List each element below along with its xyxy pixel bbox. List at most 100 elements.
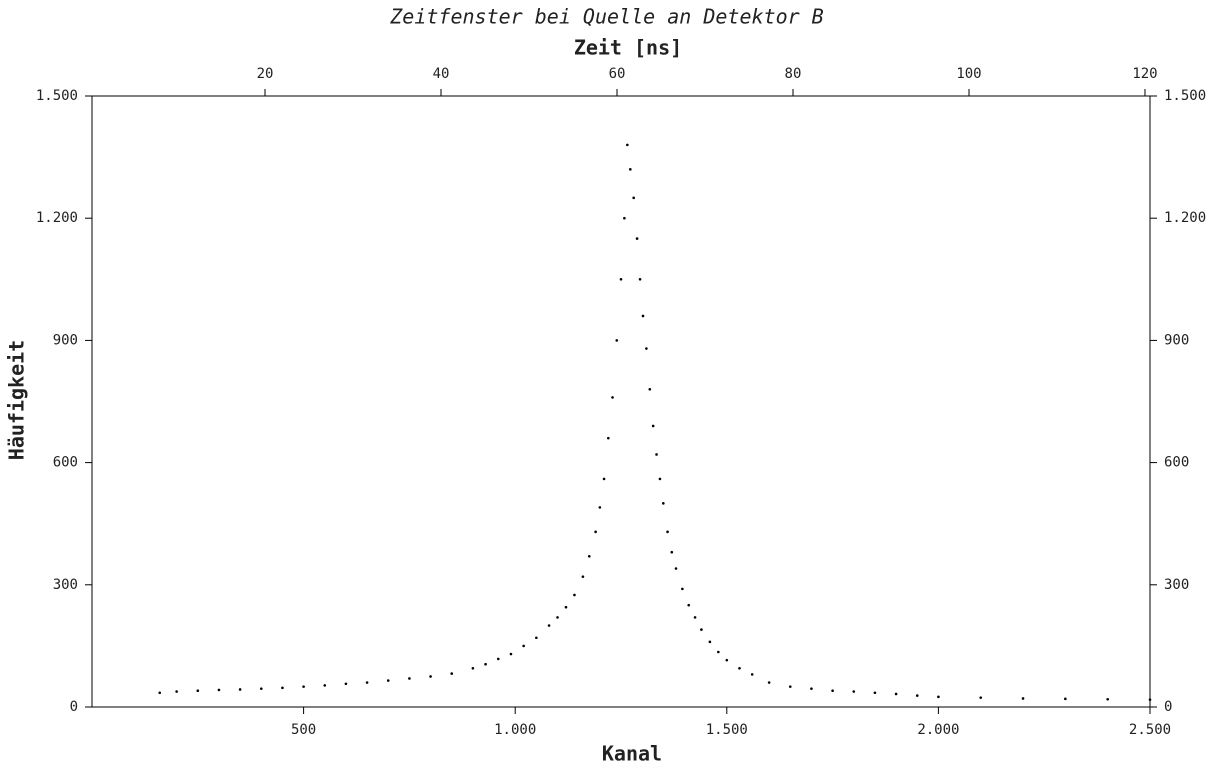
x-tick-label: 500 xyxy=(291,722,316,738)
plot-frame xyxy=(91,95,1151,708)
point xyxy=(674,567,678,570)
y2-tick-label: 1.200 xyxy=(1164,210,1206,226)
point xyxy=(302,685,305,688)
point xyxy=(1064,697,1067,701)
x-tick-label: 2.000 xyxy=(917,722,959,738)
point xyxy=(509,652,513,656)
point xyxy=(429,675,432,678)
point xyxy=(496,657,500,661)
point xyxy=(238,688,242,691)
point xyxy=(594,530,597,534)
x2-tick-label: 80 xyxy=(785,66,802,82)
x2-tick-label: 100 xyxy=(956,66,981,82)
point xyxy=(873,691,877,695)
point xyxy=(937,695,940,699)
y-tick-label: 300 xyxy=(53,577,78,593)
y-tick-label: 1.200 xyxy=(36,210,78,226)
point xyxy=(725,658,729,662)
point xyxy=(717,650,720,654)
point xyxy=(810,687,813,690)
point xyxy=(641,314,645,318)
point xyxy=(651,424,655,428)
point xyxy=(607,436,610,440)
point xyxy=(619,278,623,281)
point xyxy=(175,690,178,693)
point xyxy=(522,644,525,648)
x2-tick-label: 20 xyxy=(257,66,274,82)
point xyxy=(1148,698,1152,701)
point xyxy=(547,624,551,627)
point xyxy=(217,688,221,692)
point xyxy=(615,339,619,342)
point xyxy=(738,667,741,670)
point xyxy=(788,685,792,688)
point xyxy=(645,347,648,350)
chart-title: Zeitfenster bei Quelle an Detektor B xyxy=(389,5,823,29)
x2-tick-label: 120 xyxy=(1132,66,1157,82)
point xyxy=(655,453,658,456)
y-tick-label: 0 xyxy=(70,699,78,715)
point xyxy=(408,677,411,680)
point xyxy=(484,662,487,666)
y2-tick-label: 1.500 xyxy=(1164,88,1206,104)
point xyxy=(658,477,662,481)
y-tick-label: 600 xyxy=(53,455,78,471)
point xyxy=(979,696,983,699)
point xyxy=(323,684,327,687)
x2-tick-label: 60 xyxy=(609,66,626,82)
point xyxy=(623,216,626,220)
point xyxy=(602,477,606,481)
point xyxy=(587,554,591,558)
x-tick-label: 1.000 xyxy=(494,722,536,738)
point xyxy=(535,636,538,640)
point xyxy=(1106,697,1109,701)
point xyxy=(852,690,856,693)
point xyxy=(281,686,284,690)
point xyxy=(648,387,652,391)
point xyxy=(681,587,684,591)
point xyxy=(635,237,639,240)
x2-axis-label: Zeit [ns] xyxy=(574,36,682,60)
y2-tick-label: 0 xyxy=(1164,699,1172,715)
x2-tick-label: 40 xyxy=(433,66,450,82)
point xyxy=(662,502,665,505)
y-tick-label: 1.500 xyxy=(36,88,78,104)
point xyxy=(693,616,697,619)
point xyxy=(1021,697,1025,700)
point xyxy=(632,196,635,200)
point xyxy=(626,143,629,147)
point xyxy=(259,687,263,690)
point xyxy=(196,689,200,693)
point xyxy=(611,396,614,399)
point xyxy=(158,691,162,695)
point xyxy=(598,506,602,509)
point xyxy=(450,672,454,675)
x-axis-label: Kanal xyxy=(602,742,662,766)
y-tick-label: 900 xyxy=(53,332,78,348)
point xyxy=(564,605,568,609)
y2-tick-label: 900 xyxy=(1164,332,1189,348)
y2-tick-label: 300 xyxy=(1164,577,1189,593)
point xyxy=(831,689,834,693)
point xyxy=(687,603,691,607)
point xyxy=(386,679,390,682)
point xyxy=(573,593,576,597)
point xyxy=(581,575,585,578)
point xyxy=(344,682,348,686)
point xyxy=(767,681,771,684)
y2-tick-label: 600 xyxy=(1164,455,1189,471)
y-axis-label: Häufigkeit xyxy=(5,340,29,460)
point xyxy=(750,673,754,676)
point xyxy=(556,616,559,619)
x-tick-label: 1.500 xyxy=(706,722,748,738)
point xyxy=(666,530,669,534)
point xyxy=(638,278,642,281)
point xyxy=(894,692,898,696)
point xyxy=(700,628,703,631)
point xyxy=(365,681,369,684)
point xyxy=(670,550,674,554)
point xyxy=(471,667,475,670)
x-tick-label: 2.500 xyxy=(1129,722,1171,738)
point xyxy=(708,640,712,644)
